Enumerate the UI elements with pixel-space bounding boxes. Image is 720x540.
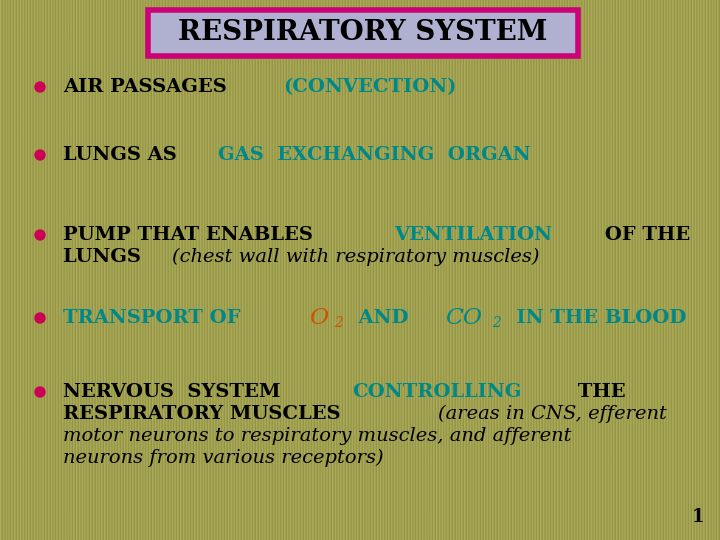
Text: IN THE BLOOD: IN THE BLOOD (503, 309, 687, 327)
Circle shape (35, 313, 45, 323)
Text: LUNGS AS: LUNGS AS (63, 146, 184, 164)
Text: O: O (310, 307, 328, 329)
Text: 1: 1 (691, 508, 704, 526)
Text: VENTILATION: VENTILATION (394, 226, 552, 244)
Text: LUNGS: LUNGS (63, 248, 148, 266)
Text: (CONVECTION): (CONVECTION) (283, 78, 456, 96)
Text: AND: AND (346, 309, 422, 327)
Circle shape (35, 82, 45, 92)
Text: CO: CO (445, 307, 482, 329)
Text: 2: 2 (334, 316, 343, 330)
FancyBboxPatch shape (148, 10, 578, 56)
Text: (chest wall with respiratory muscles): (chest wall with respiratory muscles) (172, 248, 540, 266)
Text: OF THE: OF THE (598, 226, 690, 244)
Text: AIR PASSAGES: AIR PASSAGES (63, 78, 233, 96)
Circle shape (35, 387, 45, 397)
Text: CONTROLLING: CONTROLLING (352, 383, 522, 401)
Text: RESPIRATORY MUSCLES: RESPIRATORY MUSCLES (63, 405, 354, 423)
Circle shape (35, 230, 45, 240)
Text: PUMP THAT ENABLES: PUMP THAT ENABLES (63, 226, 320, 244)
Text: TRANSPORT OF: TRANSPORT OF (63, 309, 254, 327)
Text: RESPIRATORY SYSTEM: RESPIRATORY SYSTEM (179, 19, 548, 46)
Text: motor neurons to respiratory muscles, and afferent: motor neurons to respiratory muscles, an… (63, 427, 572, 445)
Text: neurons from various receptors): neurons from various receptors) (63, 449, 384, 467)
Text: (areas in CNS, efferent: (areas in CNS, efferent (438, 405, 667, 423)
Text: NERVOUS  SYSTEM: NERVOUS SYSTEM (63, 383, 287, 401)
Text: THE: THE (571, 383, 626, 401)
Circle shape (35, 150, 45, 160)
Text: 2: 2 (492, 316, 501, 330)
Text: GAS  EXCHANGING  ORGAN: GAS EXCHANGING ORGAN (218, 146, 531, 164)
